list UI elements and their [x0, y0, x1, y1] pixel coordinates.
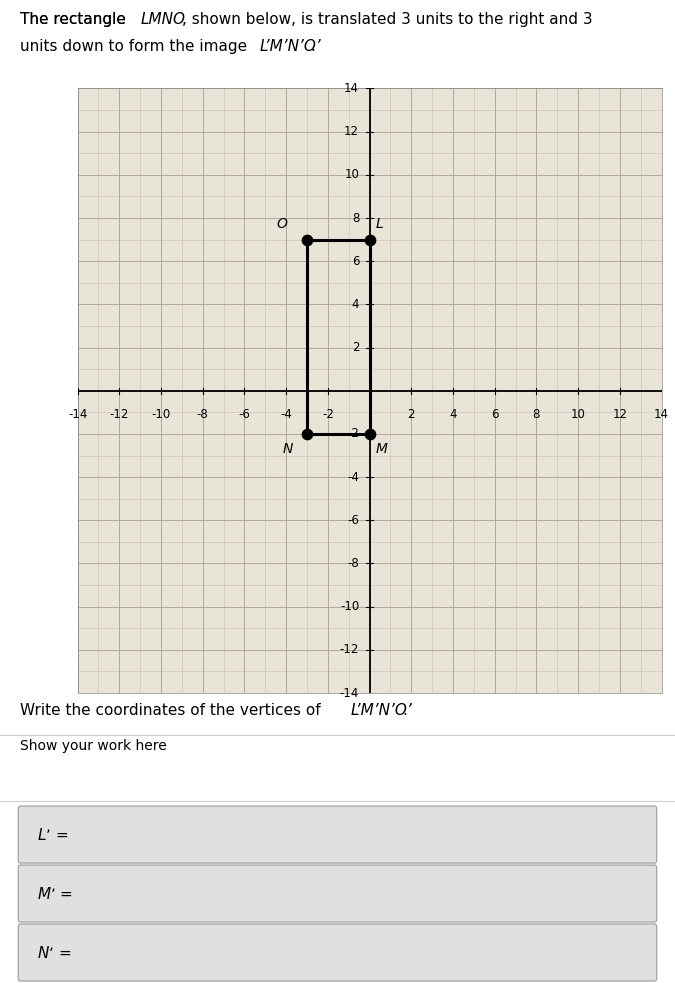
Text: units down to form the image: units down to form the image	[20, 39, 252, 54]
Text: .: .	[310, 39, 315, 54]
Text: -8: -8	[197, 408, 209, 421]
Text: 6: 6	[491, 408, 498, 421]
Text: L’M’N’O’: L’M’N’O’	[351, 703, 412, 718]
Text: 12: 12	[612, 408, 627, 421]
Text: -2: -2	[347, 428, 359, 440]
Text: $\it{L}$: $\it{L}$	[375, 217, 383, 231]
Point	[364, 426, 375, 441]
Text: -12: -12	[109, 408, 129, 421]
Text: The rectangle: The rectangle	[20, 12, 131, 27]
Text: -2: -2	[322, 408, 334, 421]
Text: L’M’N’O’: L’M’N’O’	[260, 39, 321, 54]
Text: $\it{M}$: $\it{M}$	[375, 441, 388, 455]
Text: $\it{O}$: $\it{O}$	[275, 217, 288, 231]
Text: $\it{N}$: $\it{N}$	[282, 441, 294, 455]
Text: 4: 4	[450, 408, 457, 421]
Text: The rectangle: The rectangle	[20, 12, 131, 27]
Text: -6: -6	[238, 408, 250, 421]
Text: 8: 8	[533, 408, 540, 421]
Text: 8: 8	[352, 211, 359, 224]
Text: 2: 2	[352, 341, 359, 354]
Text: 12: 12	[344, 125, 359, 139]
Text: -4: -4	[347, 471, 359, 484]
Text: 14: 14	[344, 82, 359, 95]
Text: $\it{L}$’ =: $\it{L}$’ =	[37, 827, 68, 842]
Text: -14: -14	[340, 686, 359, 700]
Text: -6: -6	[347, 514, 359, 527]
Text: Write the coordinates of the vertices of: Write the coordinates of the vertices of	[20, 703, 326, 718]
Text: Show your work here: Show your work here	[20, 739, 167, 753]
Text: 2: 2	[408, 408, 415, 421]
Text: -14: -14	[68, 408, 87, 421]
Text: -12: -12	[340, 643, 359, 657]
Text: $\it{M}$’ =: $\it{M}$’ =	[37, 886, 73, 901]
Text: 6: 6	[352, 255, 359, 267]
Text: 10: 10	[570, 408, 585, 421]
Text: -8: -8	[348, 557, 359, 570]
Point	[302, 426, 313, 441]
Text: 4: 4	[352, 298, 359, 311]
Text: -10: -10	[340, 601, 359, 613]
Text: 14: 14	[654, 408, 669, 421]
Text: $\it{N}$’ =: $\it{N}$’ =	[37, 945, 72, 960]
Text: .: .	[402, 703, 407, 718]
Point	[364, 232, 375, 248]
Text: 10: 10	[344, 168, 359, 181]
Text: -4: -4	[280, 408, 292, 421]
Point	[302, 232, 313, 248]
Text: -10: -10	[151, 408, 171, 421]
Text: LMNO: LMNO	[140, 12, 186, 27]
Text: , shown below, is translated 3 units to the right and 3: , shown below, is translated 3 units to …	[182, 12, 593, 27]
